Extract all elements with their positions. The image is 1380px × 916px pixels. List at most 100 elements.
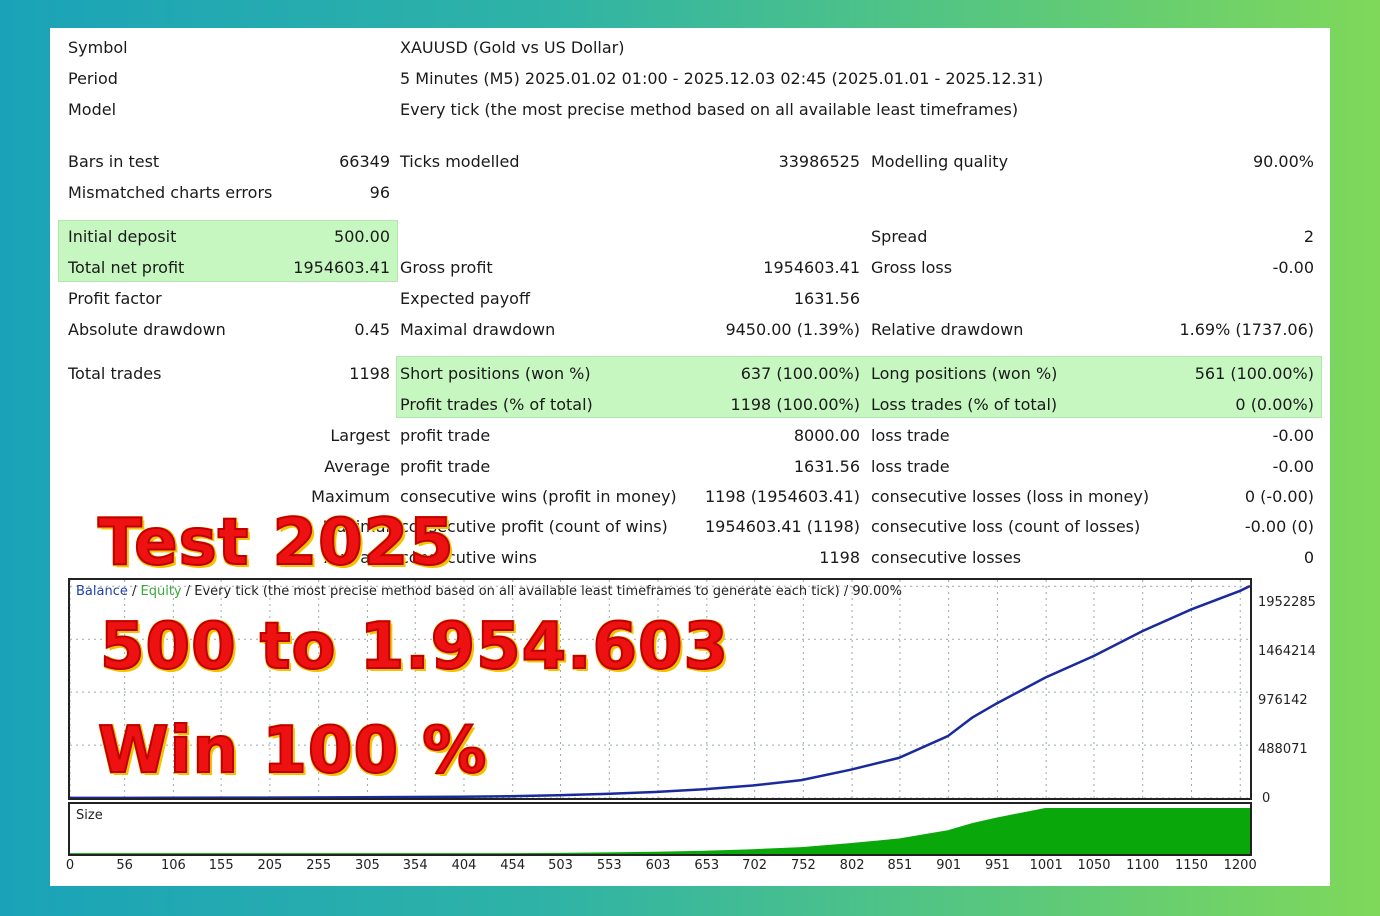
short-positions-label: Short positions (won %) xyxy=(400,364,591,383)
deposit-label: Initial deposit xyxy=(68,227,177,246)
average-label: Average xyxy=(324,457,390,476)
y-tick-label: 488071 xyxy=(1258,742,1308,757)
x-tick-label: 255 xyxy=(306,858,332,873)
maximal-drawdown-label: Maximal drawdown xyxy=(400,320,556,339)
long-positions-label: Long positions (won %) xyxy=(871,364,1058,383)
max-consecutive-wins-value: 1198 (1954603.41) xyxy=(705,487,860,506)
y-tick-label: 1952285 xyxy=(1258,595,1316,610)
maximal-loss-value: -0.00 (0) xyxy=(1244,517,1314,536)
average-consecutive-label: Average xyxy=(324,548,390,567)
mismatch-value: 96 xyxy=(369,183,390,202)
gross-profit-value: 1954603.41 xyxy=(763,258,860,277)
max-consecutive-wins-label: consecutive wins (profit in money) xyxy=(400,487,677,506)
x-tick-label: 1100 xyxy=(1126,858,1160,873)
y-tick-label: 0 xyxy=(1262,791,1271,806)
overlay-title: Test 2025 xyxy=(97,505,455,581)
short-positions-value: 637 (100.00%) xyxy=(740,364,860,383)
x-tick-label: 454 xyxy=(500,858,526,873)
max-consecutive-losses-label: consecutive losses (loss in money) xyxy=(871,487,1150,506)
deposit-highlight xyxy=(58,220,398,282)
expected-payoff-value: 1631.56 xyxy=(793,289,860,308)
maximal-loss-label: consecutive loss (count of losses) xyxy=(871,517,1141,536)
period-value: 5 Minutes (M5) 2025.01.02 01:00 - 2025.1… xyxy=(400,69,1044,88)
y-tick-label: 976142 xyxy=(1258,693,1308,708)
largest-loss-label: loss trade xyxy=(871,426,950,445)
x-tick-label: 0 xyxy=(65,858,75,873)
avg-consecutive-wins-value: 1198 xyxy=(819,548,860,567)
positions-highlight xyxy=(396,356,1322,418)
x-tick-label: 1200 xyxy=(1223,858,1257,873)
balance-chart: Balance / Equity / Every tick (the most … xyxy=(68,578,1252,800)
x-tick-label: 56 xyxy=(116,858,133,873)
x-tick-label: 305 xyxy=(354,858,380,873)
profit-factor-label: Profit factor xyxy=(68,289,162,308)
size-chart: Size xyxy=(68,802,1252,856)
size-chart-svg xyxy=(70,808,1250,854)
x-tick-label: 702 xyxy=(742,858,768,873)
quality-value: 90.00% xyxy=(1252,152,1314,171)
maximum-label: Maximum xyxy=(311,487,390,506)
x-tick-label: 553 xyxy=(596,858,622,873)
x-tick-label: 1150 xyxy=(1174,858,1209,873)
x-tick-label: 1001 xyxy=(1029,858,1063,873)
average-loss-label: loss trade xyxy=(871,457,950,476)
model-value: Every tick (the most precise method base… xyxy=(400,100,1019,119)
absolute-drawdown-label: Absolute drawdown xyxy=(68,320,226,339)
spread-value: 2 xyxy=(1303,227,1314,246)
profit-trades-label: Profit trades (% of total) xyxy=(400,395,593,414)
net-profit-label: Total net profit xyxy=(68,258,185,277)
size-label: Size xyxy=(76,808,103,823)
x-tick-label: 106 xyxy=(160,858,186,873)
overlay-winrate: Win 100 % xyxy=(97,713,488,789)
maximal-profit-value: 1954603.41 (1198) xyxy=(705,517,860,536)
x-tick-label: 503 xyxy=(548,858,573,873)
x-tick-label: 752 xyxy=(790,858,816,873)
x-tick-label: 802 xyxy=(839,858,865,873)
overlay-result: 500 to 1.954.603 xyxy=(99,609,730,685)
legend-separator: / xyxy=(127,584,141,599)
largest-label: Largest xyxy=(330,426,390,445)
ticks-value: 33986525 xyxy=(778,152,860,171)
x-tick-label: 1050 xyxy=(1077,858,1111,873)
spread-label: Spread xyxy=(871,227,928,246)
bars-label: Bars in test xyxy=(68,152,160,171)
ticks-label: Ticks modelled xyxy=(400,152,520,171)
relative-drawdown-label: Relative drawdown xyxy=(871,320,1024,339)
maximal-profit-label: consecutive profit (count of wins) xyxy=(400,517,668,536)
average-profit-value: 1631.56 xyxy=(793,457,860,476)
x-tick-label: 851 xyxy=(887,858,913,873)
largest-loss-value: -0.00 xyxy=(1272,426,1314,445)
gross-profit-label: Gross profit xyxy=(400,258,493,277)
expected-payoff-label: Expected payoff xyxy=(400,289,530,308)
total-trades-value: 1198 xyxy=(349,364,390,383)
balance-chart-svg xyxy=(70,580,1250,798)
largest-profit-value: 8000.00 xyxy=(793,426,860,445)
x-tick-label: 354 xyxy=(402,858,428,873)
loss-trades-label: Loss trades (% of total) xyxy=(871,395,1058,414)
average-loss-value: -0.00 xyxy=(1272,457,1314,476)
x-tick-label: 155 xyxy=(208,858,234,873)
x-tick-label: 404 xyxy=(451,858,477,873)
loss-trades-value: 0 (0.00%) xyxy=(1235,395,1314,414)
avg-consecutive-losses-label: consecutive losses xyxy=(871,548,1022,567)
gross-loss-label: Gross loss xyxy=(871,258,953,277)
mismatch-label: Mismatched charts errors xyxy=(68,183,273,202)
avg-consecutive-losses-value: 0 xyxy=(1303,548,1314,567)
symbol-label: Symbol xyxy=(68,38,128,57)
relative-drawdown-value: 1.69% (1737.06) xyxy=(1179,320,1314,339)
legend-equity: Equity xyxy=(140,584,182,599)
total-trades-label: Total trades xyxy=(68,364,162,383)
quality-label: Modelling quality xyxy=(871,152,1009,171)
max-consecutive-losses-value: 0 (-0.00) xyxy=(1244,487,1314,506)
bars-value: 66349 xyxy=(339,152,390,171)
avg-consecutive-wins-label: consecutive wins xyxy=(400,548,537,567)
profit-trades-value: 1198 (100.00%) xyxy=(730,395,860,414)
balance-line xyxy=(70,584,1250,798)
x-tick-label: 603 xyxy=(645,858,671,873)
x-tick-label: 653 xyxy=(694,858,720,873)
gross-loss-value: -0.00 xyxy=(1272,258,1314,277)
chart-legend: Balance / Equity / Every tick (the most … xyxy=(76,584,902,599)
chart-grid xyxy=(70,580,1250,798)
x-tick-label: 901 xyxy=(936,858,962,873)
legend-description: / Every tick (the most precise method ba… xyxy=(181,584,902,599)
